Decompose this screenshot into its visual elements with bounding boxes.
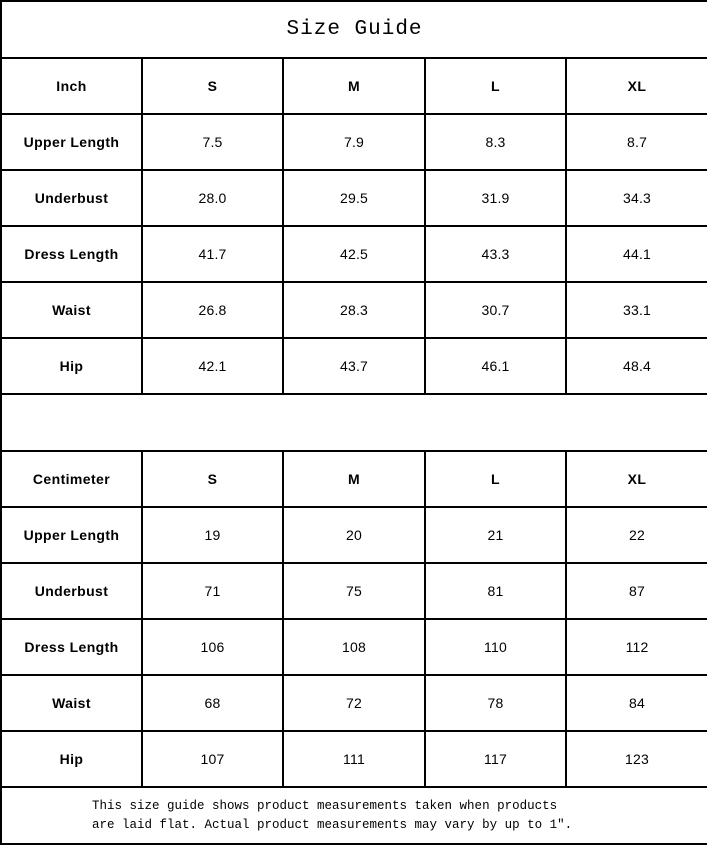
row-label: Upper Length [0,113,143,171]
table-row-cm-upper-length: Upper Length 19 20 21 22 [0,506,707,564]
size-header-xl: XL [564,57,707,115]
cell-value: 112 [564,618,707,676]
cell-value: 8.3 [424,113,567,171]
spacer-row [0,393,707,452]
size-header-s: S [141,57,284,115]
cell-value: 41.7 [141,225,284,283]
cell-value: 28.3 [282,281,426,339]
cell-value: 107 [141,730,284,788]
row-label: Hip [0,730,143,788]
unit-header-inch: Inch [0,57,143,115]
size-header-xl: XL [564,450,707,508]
cell-value: 33.1 [564,281,707,339]
cell-value: 26.8 [141,281,284,339]
cell-value: 48.4 [564,337,707,395]
cell-value: 117 [424,730,567,788]
cell-value: 106 [141,618,284,676]
table-row-inch-hip: Hip 42.1 43.7 46.1 48.4 [0,337,707,395]
table-row-cm-underbust: Underbust 71 75 81 87 [0,562,707,620]
row-label: Underbust [0,169,143,227]
cell-value: 108 [282,618,426,676]
cell-value: 22 [564,506,707,564]
cell-value: 123 [564,730,707,788]
cell-value: 21 [424,506,567,564]
row-label: Underbust [0,562,143,620]
cell-value: 84 [564,674,707,732]
row-label: Waist [0,674,143,732]
centimeter-header-row: Centimeter S M L XL [0,450,707,508]
cell-value: 68 [141,674,284,732]
size-header-m: M [282,57,426,115]
size-header-l: L [424,57,567,115]
size-header-m: M [282,450,426,508]
footer-note-line1: This size guide shows product measuremen… [92,798,558,813]
page-title: Size Guide [0,0,707,59]
cell-value: 43.3 [424,225,567,283]
cell-value: 8.7 [564,113,707,171]
cell-value: 44.1 [564,225,707,283]
footer-note-line2: are laid flat. Actual product measuremen… [92,817,573,832]
size-header-l: L [424,450,567,508]
table-row-inch-upper-length: Upper Length 7.5 7.9 8.3 8.7 [0,113,707,171]
cell-value: 87 [564,562,707,620]
table-row-cm-waist: Waist 68 72 78 84 [0,674,707,732]
table-row-inch-underbust: Underbust 28.0 29.5 31.9 34.3 [0,169,707,227]
cell-value: 72 [282,674,426,732]
cell-value: 7.9 [282,113,426,171]
unit-header-centimeter: Centimeter [0,450,143,508]
cell-value: 31.9 [424,169,567,227]
footer-note: This size guide shows product measuremen… [0,786,707,845]
cell-value: 34.3 [564,169,707,227]
size-header-s: S [141,450,284,508]
spacer-cell [0,393,707,452]
table-row-inch-dress-length: Dress Length 41.7 42.5 43.3 44.1 [0,225,707,283]
title-row: Size Guide [0,0,707,59]
cell-value: 29.5 [282,169,426,227]
cell-value: 20 [282,506,426,564]
footer-row: This size guide shows product measuremen… [0,786,707,845]
cell-value: 78 [424,674,567,732]
cell-value: 42.1 [141,337,284,395]
cell-value: 7.5 [141,113,284,171]
row-label: Dress Length [0,225,143,283]
cell-value: 19 [141,506,284,564]
cell-value: 75 [282,562,426,620]
table-row-inch-waist: Waist 26.8 28.3 30.7 33.1 [0,281,707,339]
cell-value: 111 [282,730,426,788]
table-row-cm-hip: Hip 107 111 117 123 [0,730,707,788]
row-label: Waist [0,281,143,339]
cell-value: 110 [424,618,567,676]
row-label: Dress Length [0,618,143,676]
cell-value: 42.5 [282,225,426,283]
cell-value: 71 [141,562,284,620]
row-label: Hip [0,337,143,395]
cell-value: 46.1 [424,337,567,395]
inch-header-row: Inch S M L XL [0,57,707,115]
cell-value: 30.7 [424,281,567,339]
cell-value: 43.7 [282,337,426,395]
cell-value: 81 [424,562,567,620]
cell-value: 28.0 [141,169,284,227]
row-label: Upper Length [0,506,143,564]
table-row-cm-dress-length: Dress Length 106 108 110 112 [0,618,707,676]
